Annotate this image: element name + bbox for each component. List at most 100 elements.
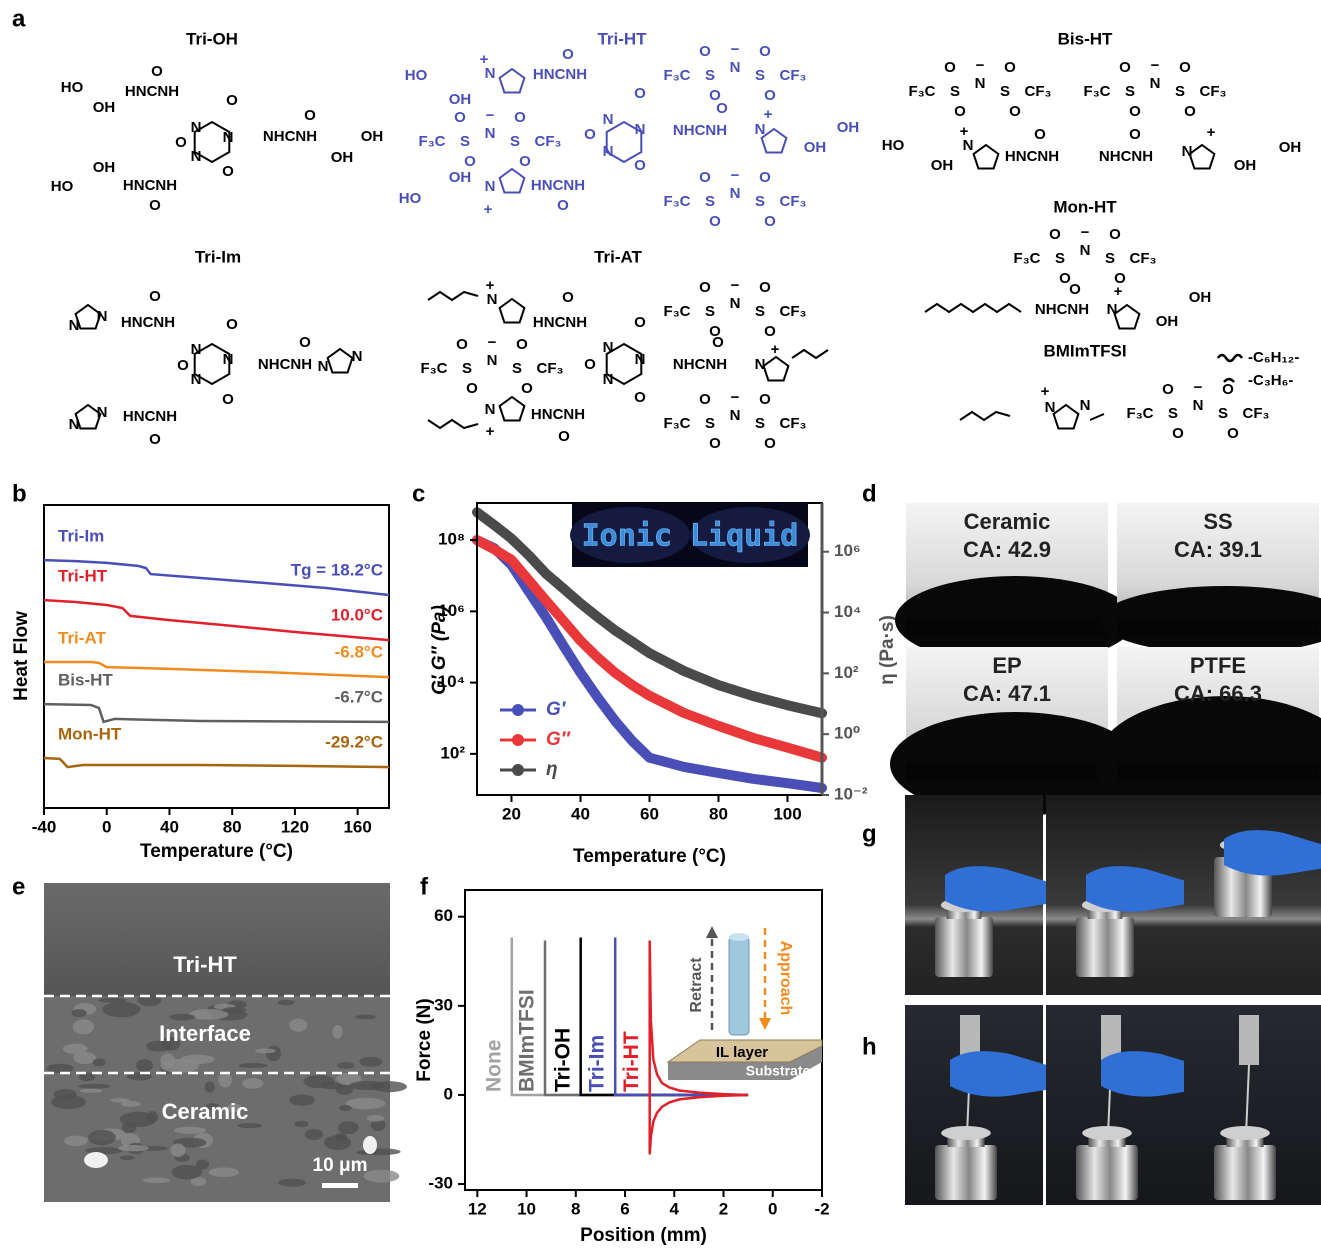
sem-grain — [304, 1128, 324, 1140]
atom-label: O — [712, 334, 724, 351]
sem-particle — [363, 1136, 377, 1154]
retract-head — [706, 926, 718, 938]
atom-label: O — [222, 163, 234, 180]
imidazole-ring — [1052, 403, 1080, 430]
panel-label: f — [420, 873, 429, 900]
region-label: Interface — [159, 1021, 251, 1046]
atom-label: O — [175, 134, 187, 151]
sem-grain — [98, 997, 128, 1003]
sem-grain — [218, 1072, 232, 1088]
triazine-ring — [193, 120, 231, 164]
panel-label: e — [12, 873, 25, 900]
weight-cap — [1220, 1126, 1270, 1140]
anion-atom: S — [705, 303, 715, 320]
anion-atom: S — [950, 83, 960, 100]
anion-atom: O — [709, 323, 721, 340]
atom-label: NHCNH — [1035, 301, 1089, 318]
anion-atom: O — [521, 380, 533, 397]
sem-grain — [345, 1097, 386, 1110]
y-axis-title: Force (N) — [414, 998, 435, 1081]
atom-label: N — [603, 339, 614, 356]
probe-top — [729, 933, 749, 941]
sem-grain — [189, 1009, 229, 1020]
sem-grain — [237, 1123, 263, 1129]
y-axis-title: G′ G″ (Pa) — [429, 605, 450, 695]
scale-bar — [322, 1183, 358, 1188]
tg-annotation: -6.7°C — [335, 687, 383, 706]
x-tick-label: 160 — [343, 817, 371, 836]
data-line — [43, 702, 390, 724]
sem-grain — [190, 1177, 207, 1187]
x-tick-label: -2 — [814, 1199, 829, 1218]
anion-atom: O — [699, 43, 711, 60]
anion-atom: S — [1105, 250, 1115, 267]
anion-atom: O — [1119, 59, 1131, 76]
inset-label: Approach — [777, 941, 794, 1016]
anion-atom: CF₃ — [537, 360, 564, 377]
sem-grain — [126, 1072, 153, 1081]
data-line — [43, 598, 390, 642]
metal-strip — [1101, 1015, 1121, 1065]
anion-atom: N — [1080, 242, 1091, 259]
triazine-ring — [605, 120, 643, 164]
anion-atom: CF₃ — [535, 133, 562, 150]
x-tick-label: 40 — [160, 817, 179, 836]
legend-label: η — [546, 759, 558, 780]
atom-label: HNCNH — [123, 177, 177, 194]
panel-label: a — [12, 5, 26, 32]
anion-atom: CF₃ — [1025, 83, 1052, 100]
x-tick-label: 20 — [502, 804, 521, 823]
atom-label: HNCNH — [121, 314, 175, 331]
anion-atom: F₃C — [664, 67, 691, 84]
anion-atom: O — [1179, 59, 1191, 76]
weight-cap — [941, 1126, 991, 1140]
anion-atom: O — [709, 435, 721, 452]
anion-atom: N — [730, 295, 741, 312]
data-line — [613, 937, 749, 1097]
atom-label: N — [485, 401, 496, 418]
atom-label: N — [963, 137, 974, 154]
atom-label: O — [557, 197, 569, 214]
anion-atom: − — [1194, 379, 1203, 396]
atom-label: OH — [931, 157, 954, 174]
sem-grain — [62, 1043, 88, 1054]
inset-text: Ionic Liquid — [582, 519, 799, 554]
triazine-ring — [605, 342, 643, 386]
sem-grain — [332, 1024, 343, 1039]
atom-label: O — [226, 92, 238, 109]
anion-atom: N — [1150, 75, 1161, 92]
anion-atom: O — [1184, 103, 1196, 120]
atom-label: N — [191, 371, 202, 388]
x-tick-label: -40 — [32, 817, 57, 836]
atom-label: HO — [61, 79, 84, 96]
contact-angle: CA: 66.3 — [1174, 681, 1262, 706]
anion-atom: O — [944, 59, 956, 76]
tg-annotation: -6.8°C — [335, 643, 383, 662]
series-label: Tri-Im — [58, 527, 104, 546]
sem-grain — [370, 1119, 386, 1132]
sem-grain — [46, 1063, 74, 1074]
anion-atom: − — [731, 41, 740, 58]
linker-wave — [1216, 353, 1244, 363]
sem-grain — [53, 1089, 77, 1100]
atom-label: O — [634, 314, 646, 331]
anion-atom: S — [1125, 83, 1135, 100]
y-tick-label: 30 — [434, 995, 453, 1014]
atom-label: N — [1045, 399, 1056, 416]
scale-label: 10 μm — [313, 1155, 368, 1176]
sem-grain — [180, 1054, 215, 1065]
y-tick-label: 10² — [440, 743, 465, 762]
sem-grain — [208, 1167, 239, 1177]
approach-head — [759, 1018, 771, 1030]
sem-grain — [120, 1101, 141, 1107]
legend-label: G′ — [546, 699, 567, 720]
substrate-name: PTFE — [1190, 653, 1246, 678]
molecule-name: Bis-HT — [1058, 29, 1113, 48]
anion-atom: − — [976, 57, 985, 74]
inset-glow — [690, 507, 810, 563]
atom-label: O — [634, 389, 646, 406]
anion-atom: N — [975, 75, 986, 92]
anion-atom: − — [1151, 57, 1160, 74]
atom-label: + — [1041, 383, 1050, 400]
glove-finger — [945, 866, 1070, 912]
